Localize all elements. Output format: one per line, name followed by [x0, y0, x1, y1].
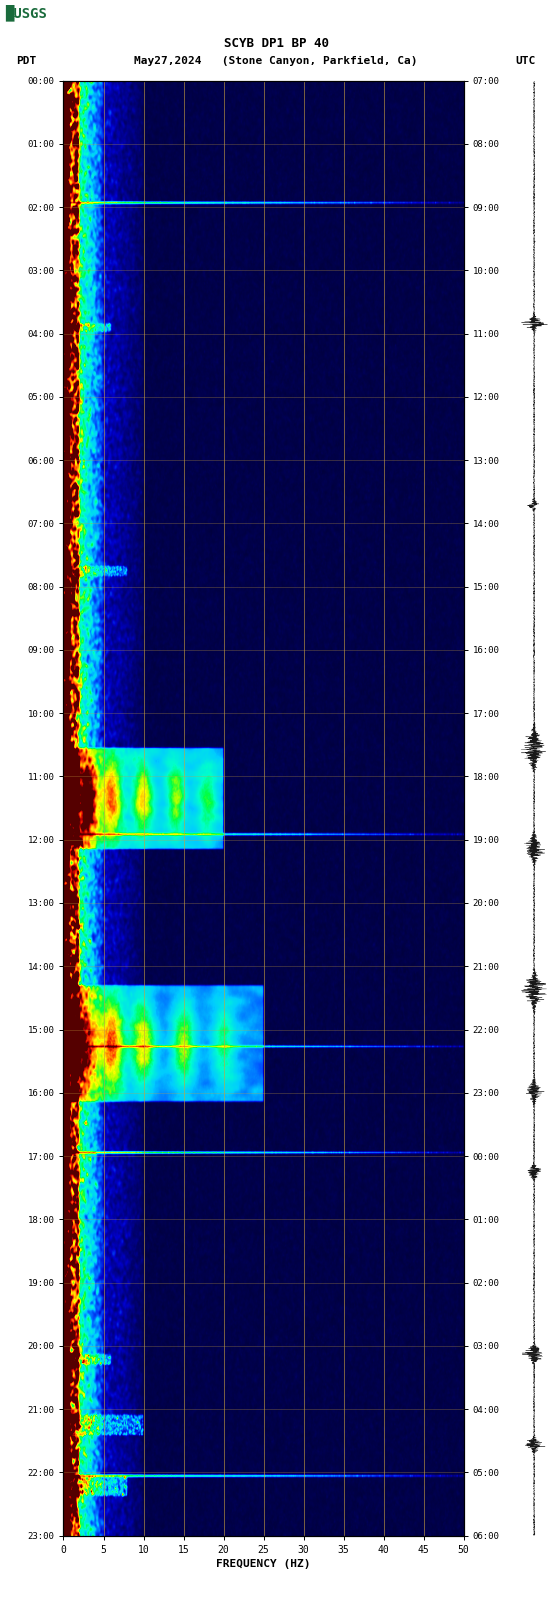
Text: █USGS: █USGS [6, 5, 47, 21]
Text: PDT: PDT [17, 56, 37, 66]
X-axis label: FREQUENCY (HZ): FREQUENCY (HZ) [216, 1558, 311, 1569]
Text: SCYB DP1 BP 40: SCYB DP1 BP 40 [224, 37, 328, 50]
Text: May27,2024   (Stone Canyon, Parkfield, Ca): May27,2024 (Stone Canyon, Parkfield, Ca) [134, 56, 418, 66]
Text: UTC: UTC [515, 56, 535, 66]
